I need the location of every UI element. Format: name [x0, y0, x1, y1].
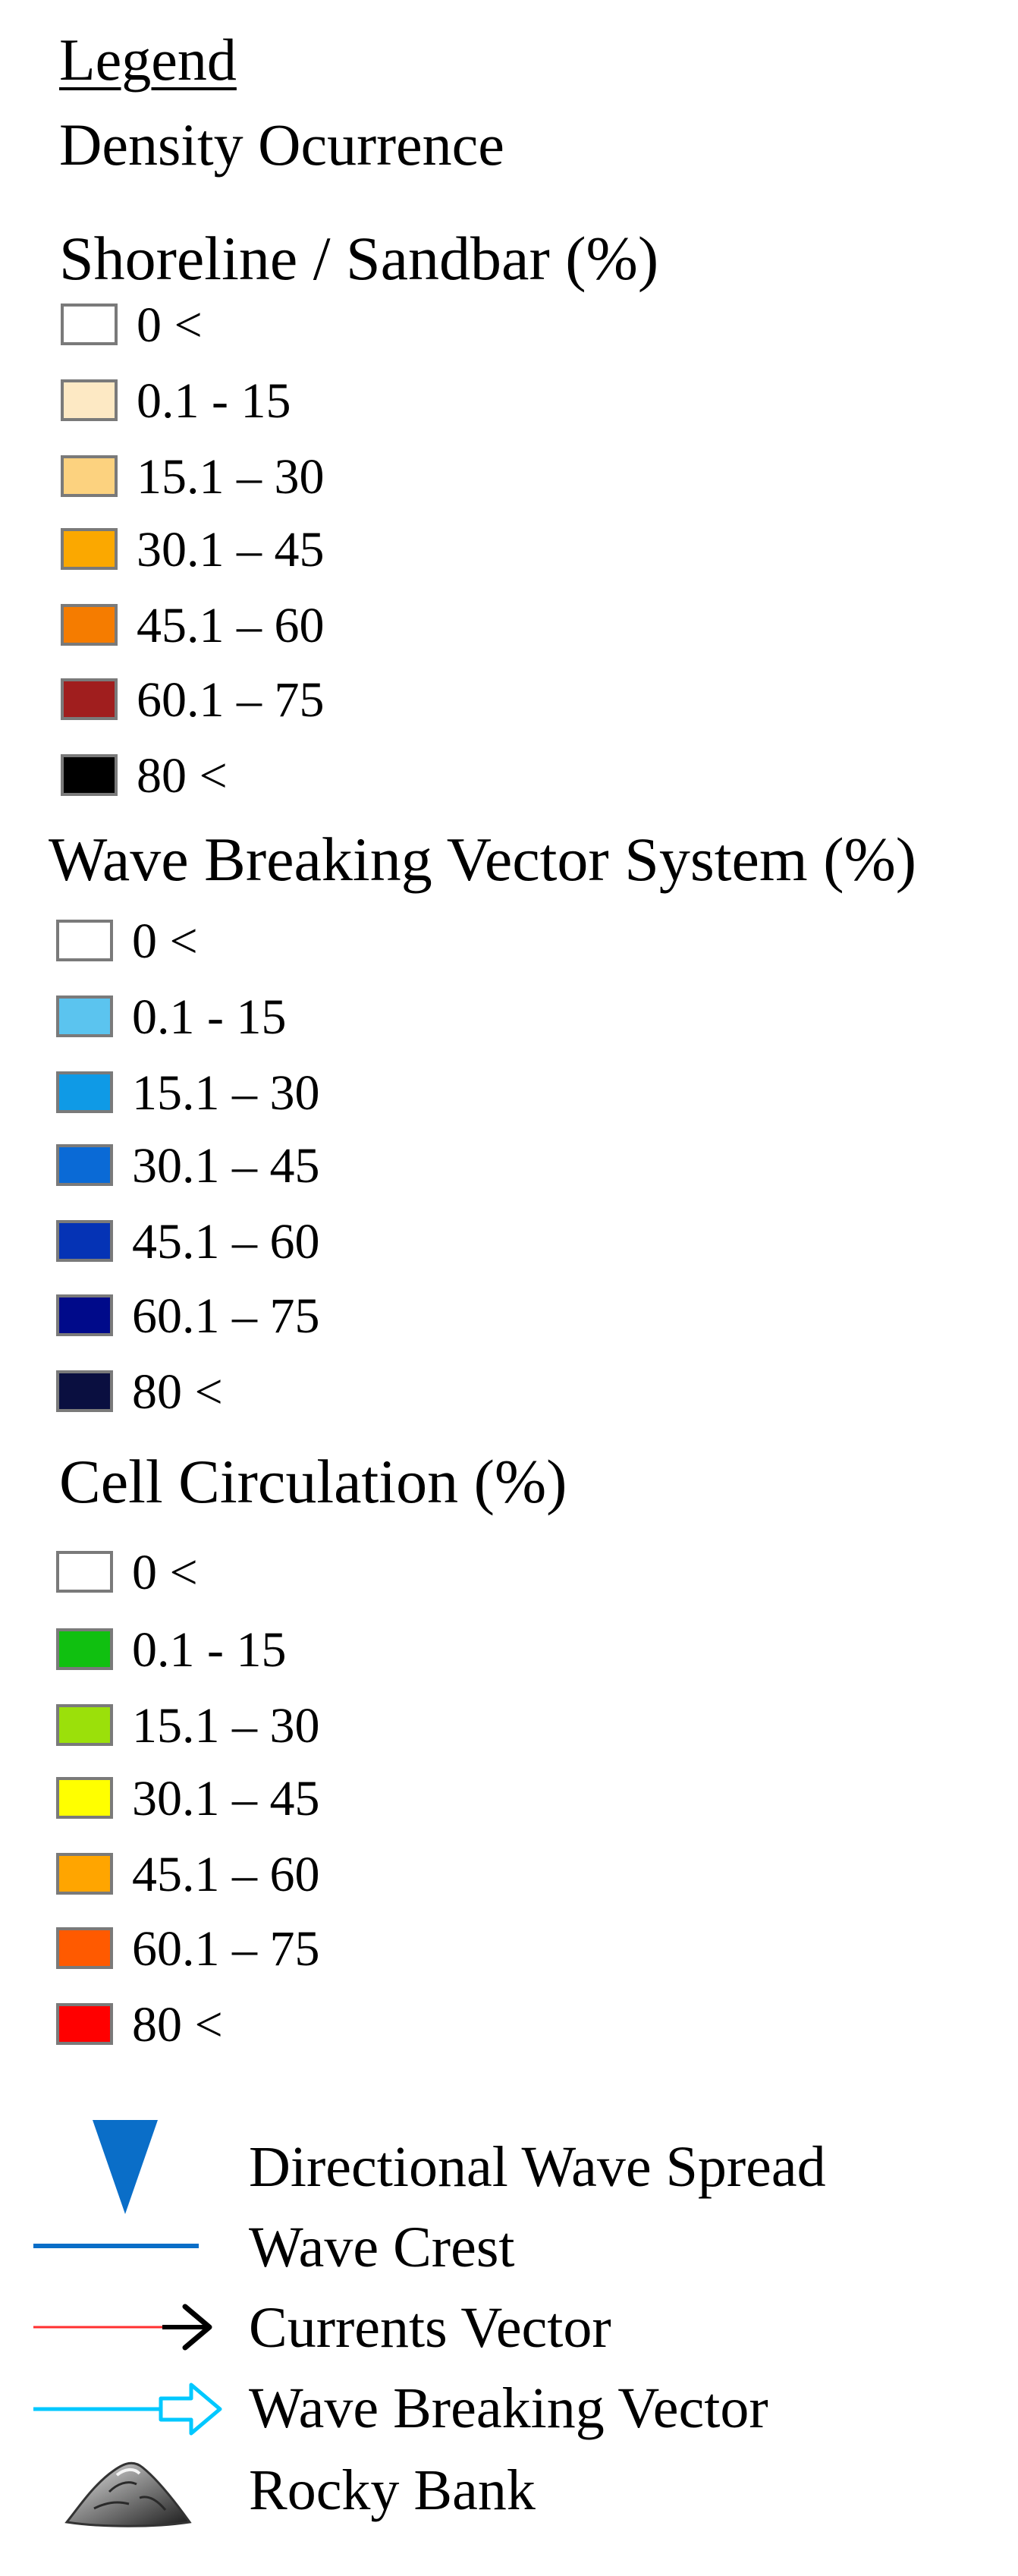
color-swatch: [56, 1927, 113, 1969]
color-swatch: [56, 1853, 113, 1895]
hollow-arrow-icon: [33, 2383, 222, 2436]
color-swatch: [56, 1777, 113, 1819]
color-swatch: [56, 1220, 113, 1262]
legend-subtitle: Density Ocurrence: [59, 112, 504, 178]
color-swatch: [61, 528, 118, 570]
range-label: 60.1 – 75: [132, 1288, 320, 1344]
color-swatch: [61, 304, 118, 345]
range-label: 30.1 – 45: [137, 522, 325, 577]
symbol-label: Rocky Bank: [249, 2458, 536, 2522]
color-swatch: [61, 604, 118, 646]
color-swatch: [61, 678, 118, 720]
range-label: 80 <: [132, 1997, 223, 2052]
symbol-label: Currents Vector: [249, 2296, 611, 2360]
range-label: 30.1 – 45: [132, 1138, 320, 1194]
range-label: 0.1 - 15: [132, 1622, 287, 1678]
range-label: 0.1 - 15: [137, 373, 291, 429]
section-title-cell-circulation: Cell Circulation (%): [59, 1447, 567, 1516]
symbol-label: Wave Crest: [249, 2216, 515, 2279]
color-swatch: [56, 1071, 113, 1113]
range-label: 0 <: [137, 297, 203, 353]
arrow-icon: [33, 2304, 212, 2351]
range-label: 45.1 – 60: [137, 598, 325, 653]
range-label: 45.1 – 60: [132, 1847, 320, 1902]
color-swatch: [61, 455, 118, 497]
legend-title: Legend: [59, 27, 237, 93]
color-swatch: [56, 1144, 113, 1186]
color-swatch: [56, 920, 113, 961]
symbol-label: Directional Wave Spread: [249, 2135, 826, 2199]
range-label: 15.1 – 30: [132, 1698, 320, 1754]
rocky-bank-icon: [64, 2461, 192, 2527]
range-label: 0.1 - 15: [132, 989, 287, 1045]
range-label: 30.1 – 45: [132, 1771, 320, 1826]
range-label: 80 <: [137, 748, 228, 804]
color-swatch: [56, 1294, 113, 1336]
range-label: 60.1 – 75: [137, 672, 325, 728]
section-title-wave-breaking: Wave Breaking Vector System (%): [49, 825, 917, 894]
color-swatch: [56, 1370, 113, 1412]
color-swatch: [61, 379, 118, 421]
color-swatch: [56, 995, 113, 1037]
range-label: 0 <: [132, 914, 198, 969]
color-swatch: [56, 1704, 113, 1746]
range-label: 45.1 – 60: [132, 1214, 320, 1269]
range-label: 15.1 – 30: [132, 1065, 320, 1121]
color-swatch: [56, 2003, 113, 2045]
color-swatch: [56, 1628, 113, 1670]
range-label: 15.1 – 30: [137, 449, 325, 505]
line-icon: [33, 2244, 199, 2248]
triangle-down-icon: [93, 2120, 158, 2214]
section-title-shoreline: Shoreline / Sandbar (%): [59, 224, 659, 293]
color-swatch: [56, 1551, 113, 1593]
color-swatch: [61, 754, 118, 796]
symbol-label: Wave Breaking Vector: [249, 2376, 768, 2440]
range-label: 80 <: [132, 1364, 223, 1420]
range-label: 0 <: [132, 1545, 198, 1600]
range-label: 60.1 – 75: [132, 1921, 320, 1977]
